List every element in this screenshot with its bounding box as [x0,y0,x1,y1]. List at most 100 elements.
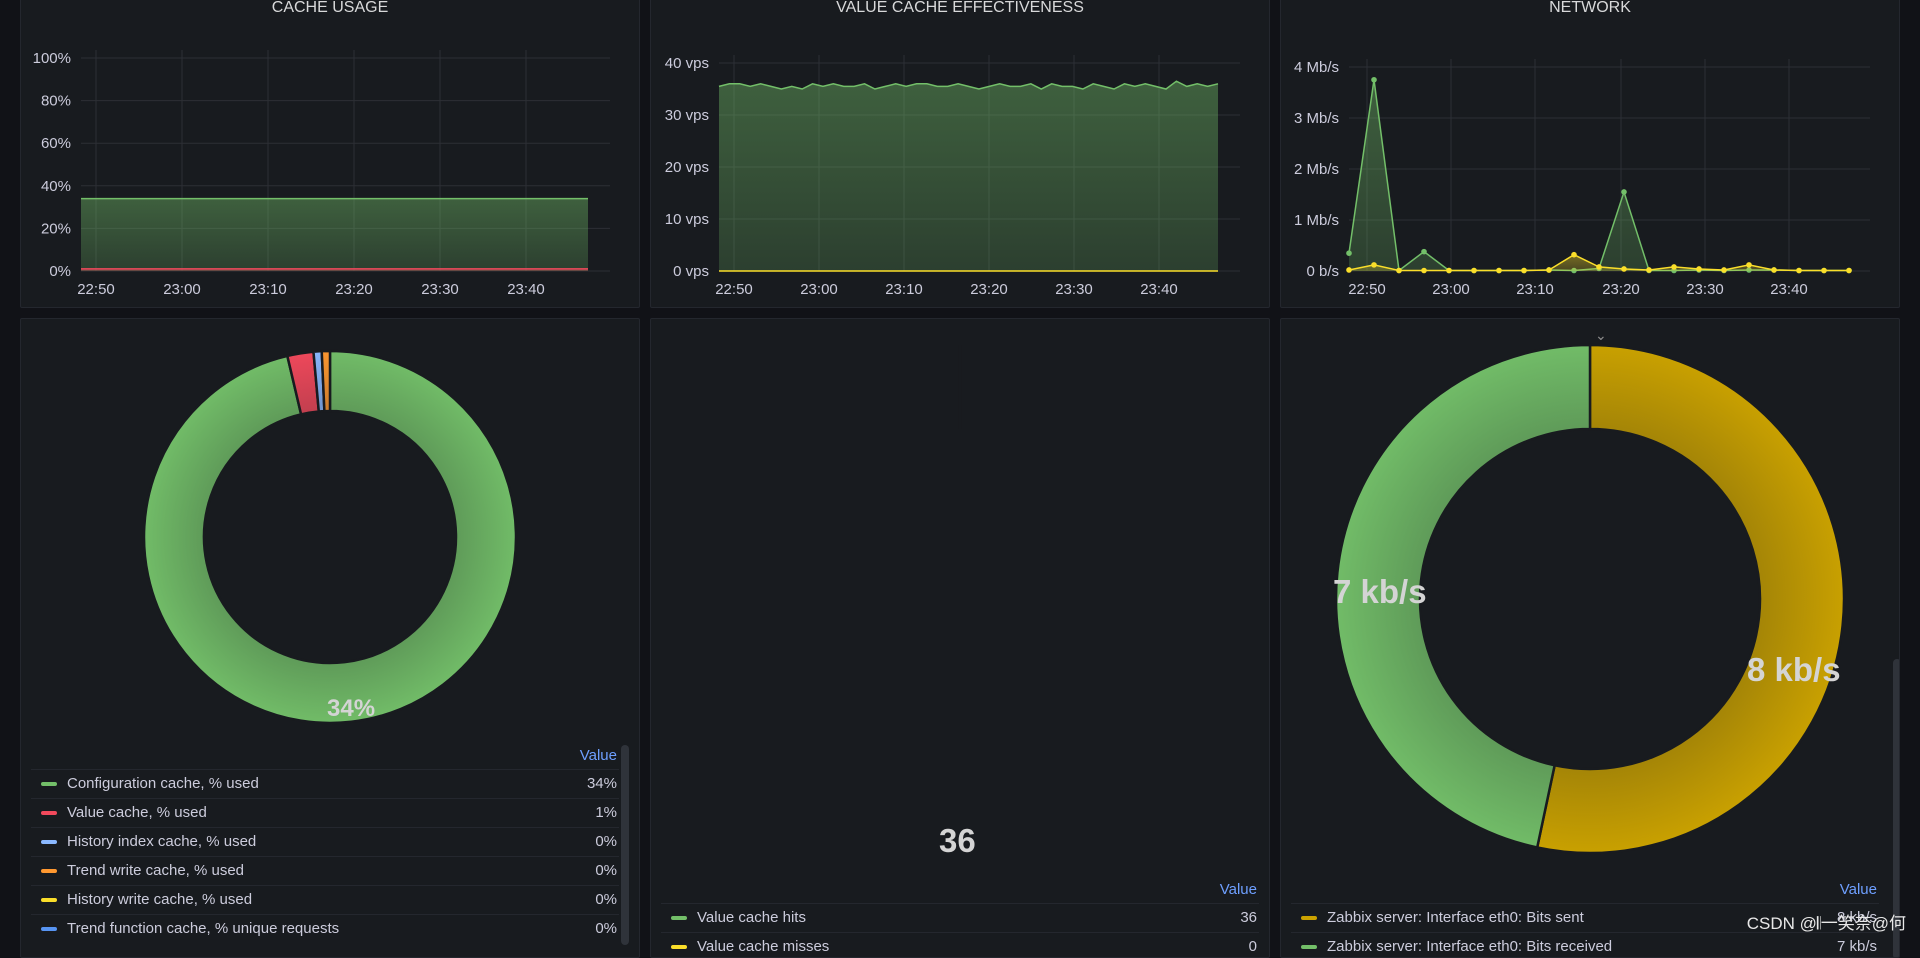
cache-usage-chart: 0% 20% 40% 60% 80% 100% 22:50 23:00 23:10 23:20 23… [33,50,610,298]
pie-slice [1334,343,1592,849]
legend-label: Configuration cache, % used [67,775,259,792]
series-area [719,81,1218,271]
x-tick-label: 23:20 [335,281,373,298]
x-tick-label: 23:30 [421,281,459,298]
value-cache-chart: 0 vps 10 vps 20 vps 30 vps 40 vps 22:50 23:00 2… [665,55,1240,298]
x-tick-label: 23:40 [507,281,545,298]
data-point [1846,267,1852,274]
x-tick-label: 22:50 [1348,281,1386,298]
data-point [1396,267,1402,274]
legend-label: Value cache misses [697,938,830,955]
x-tick-label: 22:50 [715,281,753,298]
legend-item[interactable]: Value cache, % used 1% [31,798,619,827]
network-pie-panel[interactable]: ⌄ 7 kb/s 8 kb/s Value Zabbix server: Inte… [1280,318,1900,958]
legend-swatch [1301,916,1317,920]
legend-label: Zabbix server: Interface eth0: Bits rece… [1327,938,1613,955]
y-tick-label: 20 vps [665,159,709,176]
data-point [1371,262,1377,268]
network-panel[interactable]: NETWORK 0 b/s 1 Mb/s 2 Mb/s 3 Mb/s 4 Mb/s 22:… [1280,0,1900,308]
data-point [1421,248,1427,255]
legend-value: 1% [595,804,617,821]
data-point [1571,251,1577,258]
legend-value: 0% [595,920,617,937]
series-area [1349,79,1849,271]
legend-item[interactable]: Value cache misses 0 [661,932,1259,957]
x-tick-label: 23:00 [1432,281,1470,298]
data-point [1621,189,1627,195]
x-tick-label: 23:10 [249,281,287,298]
x-tick-label: 23:30 [1055,281,1093,298]
legend-item[interactable]: History write cache, % used 0% [31,885,619,914]
legend-swatch [41,840,57,844]
legend-label: Zabbix server: Interface eth0: Bits sent [1327,909,1584,926]
cache-pie-panel[interactable]: 34% Value Configuration cache, % used 34% V… [20,318,640,958]
legend-label: Value cache hits [697,909,806,926]
pie-slice [1535,343,1846,855]
legend-swatch [41,869,57,873]
y-tick-label: 40% [41,178,71,195]
legend-label: Value cache, % used [67,804,207,821]
cache-usage-panel[interactable]: CACHE USAGE 0% 20% 40% 60% 80% 100% 22:50 23:00… [20,0,640,308]
y-tick-label: 10 vps [665,211,709,228]
value-cache-pie-panel[interactable]: 36 Value Value cache hits 36 Value cache mi… [650,318,1270,958]
y-tick-label: 20% [41,220,71,237]
data-point [1671,264,1677,270]
x-tick-label: 22:50 [77,281,115,298]
y-tick-label: 40 vps [665,55,709,72]
legend-item[interactable]: Trend write cache, % used 0% [31,856,619,885]
data-point [1696,266,1702,272]
x-tick-label: 23:30 [1686,281,1724,298]
watermark: CSDN @𝄃一笑奈@何 [1746,914,1906,933]
pie-slice [142,349,518,725]
pie-slice-label-sent: 8 kb/s [1747,651,1841,688]
data-point [1496,267,1502,274]
data-point [1521,267,1527,274]
legend-header-value[interactable]: Value [1839,881,1877,898]
legend-item[interactable]: Value cache hits 36 [661,903,1259,932]
legend-value: 36 [1240,909,1257,926]
pie-slice [320,349,332,413]
legend-swatch [671,945,687,949]
network-chart: 0 b/s 1 Mb/s 2 Mb/s 3 Mb/s 4 Mb/s 22:50 23:00 2… [1294,59,1870,298]
value-cache-pie-chart [958,345,962,429]
x-tick-label: 23:10 [885,281,923,298]
data-point [1471,267,1477,274]
data-point [1621,266,1627,272]
series-line [1348,79,1849,272]
legend-header-value[interactable]: Value [1219,881,1257,898]
x-tick-label: 23:20 [1602,281,1640,298]
y-tick-label: 100% [33,50,71,67]
data-point [1796,267,1802,274]
legend-value: 0 [1248,938,1257,955]
legend-item[interactable]: Zabbix server: Interface eth0: Bits rece… [1291,932,1879,957]
legend-value: 0% [595,891,617,908]
y-tick-label: 1 Mb/s [1294,212,1339,229]
series-line [718,80,1219,90]
legend-label: History write cache, % used [67,891,253,908]
legend-swatch [41,811,57,815]
y-tick-label: 80% [41,93,71,110]
data-point [1721,267,1727,273]
data-point [1821,267,1827,274]
legend-item[interactable]: History index cache, % used 0% [31,827,619,856]
legend-value: 8 kb/s [1836,909,1877,926]
value-cache-panel[interactable]: VALUE CACHE EFFECTIVENESS 0 vps 10 vps 20 … [650,0,1270,308]
x-tick-label: 23:40 [1140,281,1178,298]
page-scrollbar[interactable] [1893,659,1899,957]
legend-item[interactable]: Trend function cache, % unique requests 0… [31,914,619,943]
legend-value: 0% [595,862,617,879]
legend-header-value[interactable]: Value [579,747,617,764]
pie-center-label: 34% [327,695,376,722]
legend-swatch [41,898,57,902]
panel-title: CACHE USAGE [271,0,389,16]
legend-label: Trend function cache, % unique requests [67,920,340,937]
legend-scrollbar[interactable] [621,745,629,945]
x-tick-label: 23:10 [1516,281,1554,298]
legend-item[interactable]: Configuration cache, % used 34% [31,769,619,798]
pie-slice-label-received: 7 kb/s [1333,573,1427,610]
data-point [1346,250,1352,256]
legend-swatch [1301,945,1317,949]
legend-swatch [671,916,687,920]
chevron-down-icon[interactable]: ⌄ [1595,327,1607,343]
legend-item[interactable]: Zabbix server: Interface eth0: Bits sent… [1291,903,1879,932]
